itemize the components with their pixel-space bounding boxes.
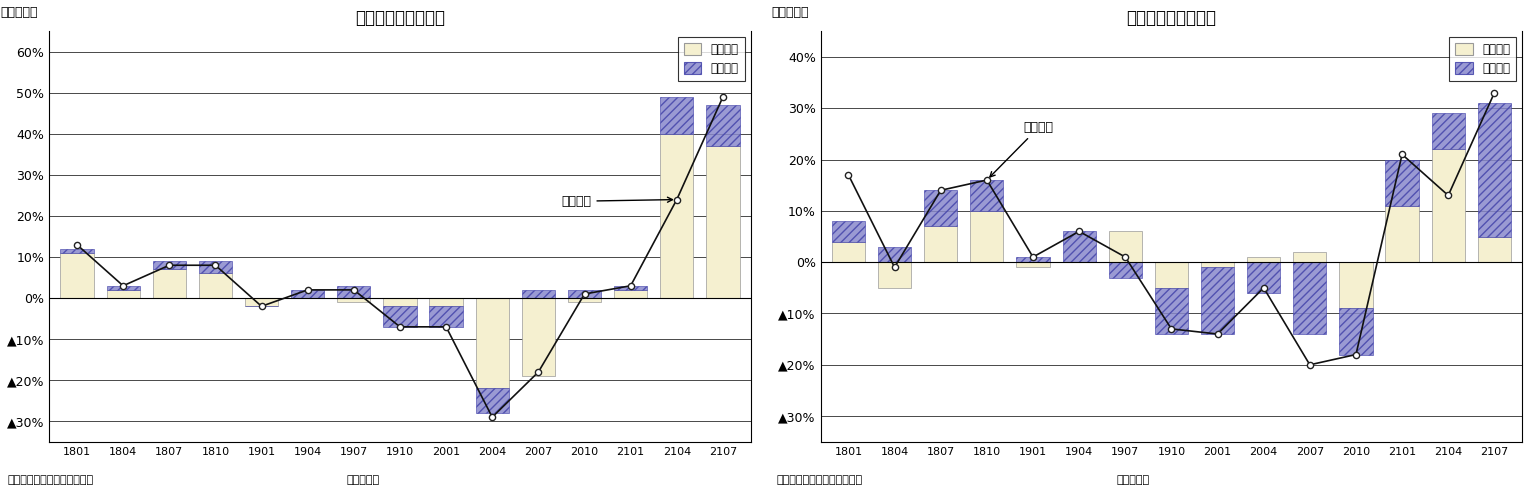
Bar (1248, 262, 1280, 293)
Point (836, 171, 861, 179)
Bar (1339, 262, 1373, 308)
Point (526, 368, 550, 376)
Bar (1385, 206, 1419, 262)
Point (1298, 361, 1323, 369)
Text: （前年比）: （前年比） (0, 6, 38, 19)
Bar (521, 298, 555, 376)
Bar (1063, 231, 1096, 262)
Bar (199, 273, 232, 298)
Legend: 数量要因, 価格要因: 数量要因, 価格要因 (677, 37, 745, 81)
Bar (1248, 257, 1280, 262)
Bar (153, 269, 187, 298)
Point (1251, 284, 1275, 292)
Text: （年・月）: （年・月） (1116, 475, 1150, 485)
Bar (521, 290, 555, 298)
Bar (1017, 257, 1049, 262)
Point (882, 264, 907, 271)
Bar (60, 249, 93, 253)
Point (1159, 325, 1183, 333)
Bar (924, 226, 957, 262)
Bar (706, 105, 740, 146)
Bar (832, 242, 865, 262)
Text: 輸出金額: 輸出金額 (561, 195, 673, 208)
Bar (567, 290, 601, 298)
Bar (430, 298, 463, 306)
Bar (971, 211, 1003, 262)
Point (64, 241, 89, 248)
Bar (1477, 103, 1511, 237)
Bar (1109, 262, 1142, 278)
Bar (1200, 262, 1234, 267)
Bar (1294, 262, 1327, 334)
Point (157, 262, 182, 269)
Bar (107, 290, 139, 298)
Title: 輸出金額の要因分解: 輸出金額の要因分解 (355, 9, 445, 27)
Bar (291, 290, 324, 298)
Bar (615, 286, 647, 290)
Bar (567, 298, 601, 302)
Point (480, 413, 505, 421)
Bar (615, 290, 647, 298)
Bar (1431, 113, 1465, 149)
Bar (924, 190, 957, 226)
Bar (1294, 252, 1327, 262)
Legend: 数量要因, 価格要因: 数量要因, 価格要因 (1449, 37, 1517, 81)
Text: （年・月）: （年・月） (346, 475, 379, 485)
Point (974, 176, 998, 184)
Bar (384, 298, 416, 306)
Bar (107, 286, 139, 290)
Bar (338, 286, 370, 298)
Bar (338, 298, 370, 302)
Bar (476, 388, 509, 413)
Point (112, 282, 136, 290)
Text: （資料）財務省「貳易統計」: （資料）財務省「貳易統計」 (8, 475, 93, 485)
Point (249, 303, 274, 310)
Point (928, 186, 953, 194)
Text: 輸入金額: 輸入金額 (989, 121, 1053, 177)
Bar (878, 262, 911, 288)
Point (1344, 351, 1368, 359)
Point (665, 196, 690, 203)
Point (711, 93, 735, 101)
Bar (245, 298, 278, 306)
Point (618, 282, 642, 290)
Bar (661, 97, 693, 134)
Point (1390, 150, 1414, 158)
Bar (1339, 308, 1373, 355)
Bar (878, 247, 911, 262)
Bar (661, 134, 693, 298)
Point (295, 286, 320, 294)
Point (341, 286, 365, 294)
Point (1021, 253, 1046, 261)
Bar (1154, 288, 1188, 334)
Point (434, 323, 459, 331)
Bar (153, 261, 187, 269)
Bar (60, 253, 93, 298)
Point (1067, 227, 1092, 235)
Point (1113, 253, 1138, 261)
Point (1436, 192, 1460, 200)
Bar (1385, 160, 1419, 206)
Bar (1154, 262, 1188, 288)
Bar (384, 306, 416, 327)
Bar (199, 261, 232, 273)
Bar (706, 146, 740, 298)
Bar (1431, 149, 1465, 262)
Text: （前年比）: （前年比） (772, 6, 809, 19)
Bar (430, 306, 463, 327)
Bar (476, 298, 509, 388)
Bar (1200, 267, 1234, 334)
Bar (1017, 262, 1049, 267)
Bar (1477, 237, 1511, 262)
Point (572, 290, 596, 298)
Bar (832, 221, 865, 242)
Point (1205, 330, 1229, 338)
Title: 輸入金額の要因分解: 輸入金額の要因分解 (1127, 9, 1217, 27)
Point (1482, 89, 1506, 97)
Bar (1109, 231, 1142, 262)
Text: （資料）財務省「貳易統計」: （資料）財務省「貳易統計」 (777, 475, 862, 485)
Point (388, 323, 413, 331)
Point (203, 262, 228, 269)
Bar (971, 180, 1003, 211)
